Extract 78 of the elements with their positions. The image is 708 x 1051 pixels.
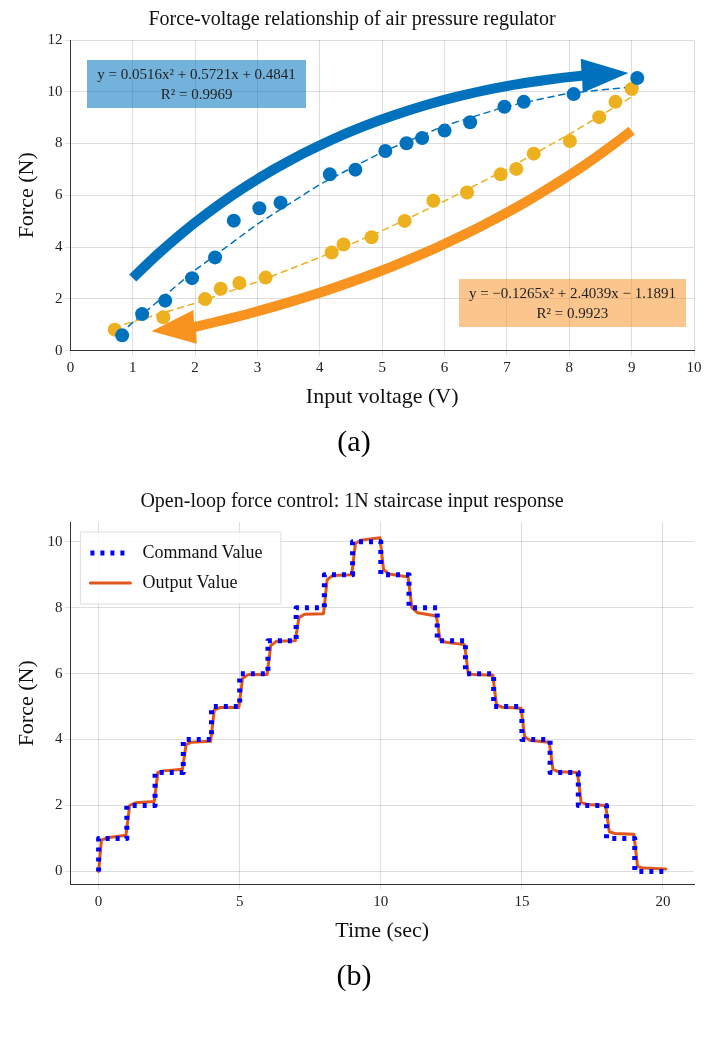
- legend-label: Output Value: [142, 571, 238, 592]
- y-tick-label: 12: [47, 30, 63, 47]
- x-tick-label: 3: [253, 358, 262, 375]
- point: [273, 195, 288, 210]
- y-tick-label: 0: [54, 341, 63, 358]
- y-tick-label: 2: [54, 796, 63, 813]
- point: [415, 131, 430, 146]
- x-tick-label: 2: [191, 358, 199, 375]
- point: [213, 281, 228, 296]
- text: (a): [336, 423, 372, 459]
- point: [158, 293, 173, 308]
- y-tick-label: 6: [54, 664, 63, 681]
- y-tick-label: 10: [47, 82, 63, 99]
- x-tick-label: 8: [565, 358, 574, 375]
- y-tick-label: 8: [54, 134, 63, 151]
- y-tick-label: 4: [54, 730, 63, 747]
- chart-title: Force-voltage relationship of air pressure regulator: [148, 7, 556, 31]
- y-tick-label: 10: [47, 532, 63, 549]
- point: [378, 144, 393, 159]
- x-tick-label: 9: [627, 358, 636, 375]
- y-axis-title: Force (N): [12, 660, 38, 747]
- x-tick-label: 0: [66, 358, 75, 375]
- text: (b): [335, 957, 373, 993]
- y-tick-label: 4: [54, 238, 63, 254]
- point: [336, 237, 351, 252]
- x-tick-label: 1: [129, 358, 137, 375]
- point: [397, 213, 412, 228]
- point: [437, 123, 452, 138]
- y-tick-label: 6: [54, 186, 63, 203]
- point: [509, 161, 524, 176]
- point: [624, 81, 639, 96]
- point: [232, 276, 247, 291]
- point: [226, 213, 241, 228]
- point: [324, 245, 339, 260]
- chart-title: Open-loop force control: 1N staircase input response: [140, 489, 564, 513]
- point: [463, 115, 478, 130]
- x-tick-label: 5: [235, 892, 244, 909]
- x-tick-label: 10: [373, 892, 389, 909]
- point: [156, 310, 171, 325]
- y-tick-label: 0: [54, 862, 63, 879]
- x-tick-label: 10: [686, 358, 702, 375]
- x-tick-label: 15: [514, 892, 530, 909]
- annotation: y = −0.1265x² + 2.4039x − 1.1891 R² = 0.9923: [458, 279, 686, 328]
- point: [497, 99, 512, 114]
- point: [630, 71, 645, 86]
- annotation: y = 0.0516x² + 0.5721x + 0.4841 R² = 0.9969: [87, 60, 306, 109]
- legend-label: Command Value: [142, 541, 263, 562]
- x-tick-label: 7: [503, 358, 512, 375]
- point: [460, 185, 475, 200]
- point: [566, 87, 581, 102]
- point: [115, 328, 130, 343]
- point: [516, 94, 531, 109]
- x-axis-title: Time (sec): [335, 916, 430, 942]
- point: [608, 94, 623, 109]
- y-tick-label: 8: [54, 598, 63, 615]
- point: [562, 133, 577, 148]
- x-tick-label: 6: [440, 358, 449, 375]
- point: [135, 307, 150, 322]
- y-tick-label: 2: [54, 289, 63, 306]
- point: [208, 250, 223, 265]
- x-tick-label: 20: [655, 892, 671, 909]
- x-axis-title: Input voltage (V): [305, 382, 459, 408]
- point: [348, 162, 363, 177]
- x-tick-label: 5: [378, 358, 386, 375]
- x-tick-label: 0: [94, 892, 103, 909]
- point: [426, 193, 441, 208]
- point: [493, 167, 508, 182]
- point: [526, 146, 541, 161]
- x-tick-label: 4: [316, 358, 325, 375]
- point: [399, 136, 414, 151]
- point: [258, 270, 273, 285]
- point: [592, 110, 607, 125]
- point: [364, 230, 379, 245]
- point: [252, 201, 267, 216]
- point: [185, 271, 199, 286]
- y-axis-title: Force (N): [12, 152, 38, 239]
- point: [322, 167, 337, 182]
- point: [198, 292, 213, 307]
